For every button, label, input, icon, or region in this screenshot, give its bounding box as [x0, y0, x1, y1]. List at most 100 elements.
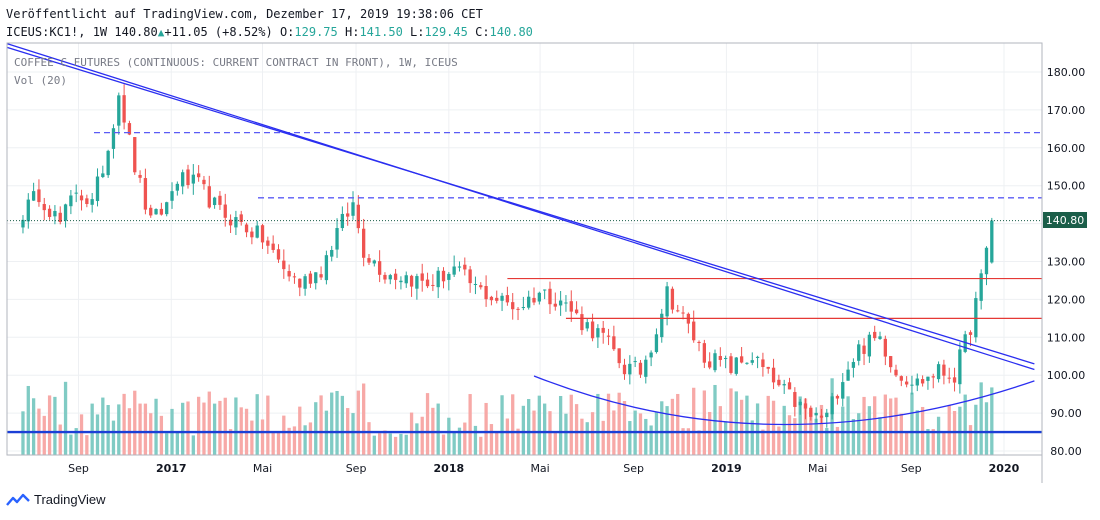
candle-body: [138, 174, 142, 178]
volume-bar: [335, 390, 339, 455]
volume-bar: [926, 428, 930, 455]
volume-bar: [457, 427, 462, 455]
candle-body: [984, 247, 989, 275]
volume-bar: [95, 414, 100, 455]
candle-body: [149, 207, 153, 216]
volume-bar: [947, 405, 951, 455]
candle-body: [708, 361, 712, 368]
candle-body: [372, 260, 376, 264]
trendline: [6, 42, 1035, 371]
volume-bar: [654, 411, 659, 455]
brand-name: TradingView: [34, 492, 106, 507]
volume-bar: [739, 399, 744, 455]
volume-bar: [649, 425, 653, 455]
candle-body: [431, 284, 435, 286]
candle-body: [388, 275, 392, 280]
volume-bar: [122, 393, 126, 455]
candle-body: [79, 195, 84, 201]
volume-bar: [47, 395, 52, 455]
price-tick-label: 150.00: [1047, 180, 1086, 193]
high-value: 141.50: [359, 25, 403, 39]
candle-body: [926, 376, 930, 381]
candle-body: [282, 260, 286, 270]
candle-body: [85, 198, 89, 205]
candle-body: [638, 362, 643, 375]
candle-body: [622, 364, 627, 375]
candle-body: [734, 357, 738, 374]
candle-body: [761, 359, 765, 368]
volume-bar: [388, 433, 392, 455]
volume-bar: [543, 403, 547, 455]
low-label: L:: [410, 25, 425, 39]
last-price-label: 140.80: [1046, 214, 1085, 227]
candle-body: [537, 292, 541, 302]
volume-bar: [660, 401, 664, 455]
candle-body: [308, 273, 313, 284]
candle-body: [117, 95, 121, 126]
volume-bar: [622, 400, 627, 455]
candle-body: [489, 296, 494, 301]
candle-body: [585, 322, 589, 329]
candle-body: [660, 313, 664, 338]
candle-body: [31, 191, 36, 201]
volume-bar: [399, 433, 403, 455]
candle-body: [697, 341, 701, 344]
volume-bar: [425, 393, 430, 455]
candle-body: [580, 314, 584, 331]
close-value: 140.80: [489, 25, 533, 39]
candle-body: [548, 288, 552, 305]
volume-bar: [984, 402, 989, 455]
volume-bar: [452, 432, 456, 455]
candle-body: [543, 289, 547, 291]
volume-bar: [505, 418, 510, 455]
candle-body: [287, 271, 291, 277]
volume-bar: [692, 387, 696, 455]
published-line: Veröffentlicht auf TradingView.com, Deze…: [6, 7, 483, 21]
volume-bar: [990, 387, 994, 455]
volume-bar: [165, 433, 169, 455]
volume-bar: [851, 419, 856, 455]
volume-bar: [362, 383, 366, 455]
candle-body: [942, 364, 946, 376]
candle-body: [415, 276, 419, 289]
candle-body: [979, 273, 983, 301]
volume-bar: [873, 396, 877, 455]
volume-bar: [766, 395, 770, 455]
candle-body: [356, 204, 360, 229]
volume-bar: [484, 402, 488, 455]
candle-body: [889, 356, 893, 368]
tradingview-logo-icon: [6, 493, 30, 506]
plot-border: [6, 42, 1043, 456]
volume-bar: [883, 394, 887, 455]
volume-bar: [404, 434, 408, 455]
volume-bar: [825, 427, 829, 455]
volume-bar: [718, 406, 722, 455]
volume-bar: [314, 402, 318, 455]
chart-frame[interactable]: 180.00170.00160.00150.00140.00130.00120.…: [0, 0, 1100, 490]
candle-body: [53, 210, 57, 217]
volume-bar: [260, 419, 265, 455]
volume-bar: [713, 384, 717, 455]
volume-bar: [133, 390, 137, 455]
candle-body: [250, 231, 254, 238]
volume-bar: [638, 413, 643, 455]
volume-bar: [218, 400, 222, 455]
candle-body: [42, 204, 46, 211]
price-tick-label: 120.00: [1047, 293, 1086, 306]
candle-body: [958, 349, 962, 385]
volume-bar: [53, 396, 57, 455]
volume-bar: [415, 423, 419, 455]
candle-body: [803, 403, 808, 409]
change-text: +11.05 (+8.52%): [164, 25, 273, 39]
candle-body: [974, 298, 978, 338]
candle-body: [910, 384, 914, 386]
close-label: C:: [475, 25, 490, 39]
candle-body: [894, 369, 898, 376]
volume-bars: [21, 378, 994, 455]
candle-body: [276, 249, 281, 260]
volume-bar: [553, 432, 557, 455]
candle-body: [617, 348, 621, 364]
candle-body: [351, 202, 355, 216]
candle-body: [564, 302, 568, 304]
footer: TradingView: [6, 492, 106, 507]
